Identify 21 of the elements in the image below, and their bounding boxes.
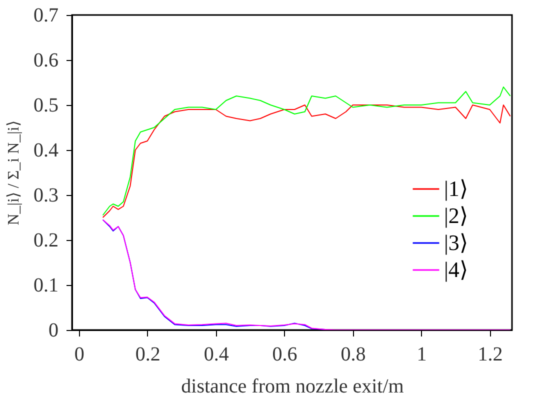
- y-tick-label: 0.3: [34, 184, 58, 206]
- x-tick-label: 1: [416, 344, 427, 366]
- y-tick-label: 0: [48, 320, 58, 342]
- x-tick-label: 0.6: [272, 344, 298, 366]
- y-axis-title: N_|i⟩ / Σ_i N_|i⟩: [6, 120, 22, 226]
- y-tick-label: 0.2: [34, 230, 58, 252]
- x-tick-label: 0: [74, 344, 84, 366]
- x-tick-label: 0.8: [340, 344, 366, 366]
- legend-label: |3⟩: [444, 230, 468, 255]
- x-axis-title: distance from nozzle exit/m: [181, 376, 404, 398]
- legend-label: |4⟩: [444, 257, 468, 282]
- x-tick-label: 0.4: [204, 344, 229, 366]
- y-tick-label: 0.6: [34, 50, 58, 72]
- y-tick-label: 0.7: [34, 4, 58, 26]
- y-tick-label: 0.1: [34, 274, 58, 296]
- y-tick-label: 0.4: [34, 140, 58, 162]
- legend-label: |2⟩: [444, 203, 468, 228]
- x-tick-label: 0.2: [135, 344, 160, 366]
- legend-label: |1⟩: [444, 176, 468, 201]
- x-tick-label: 1.2: [478, 344, 503, 366]
- y-tick-label: 0.5: [34, 94, 58, 116]
